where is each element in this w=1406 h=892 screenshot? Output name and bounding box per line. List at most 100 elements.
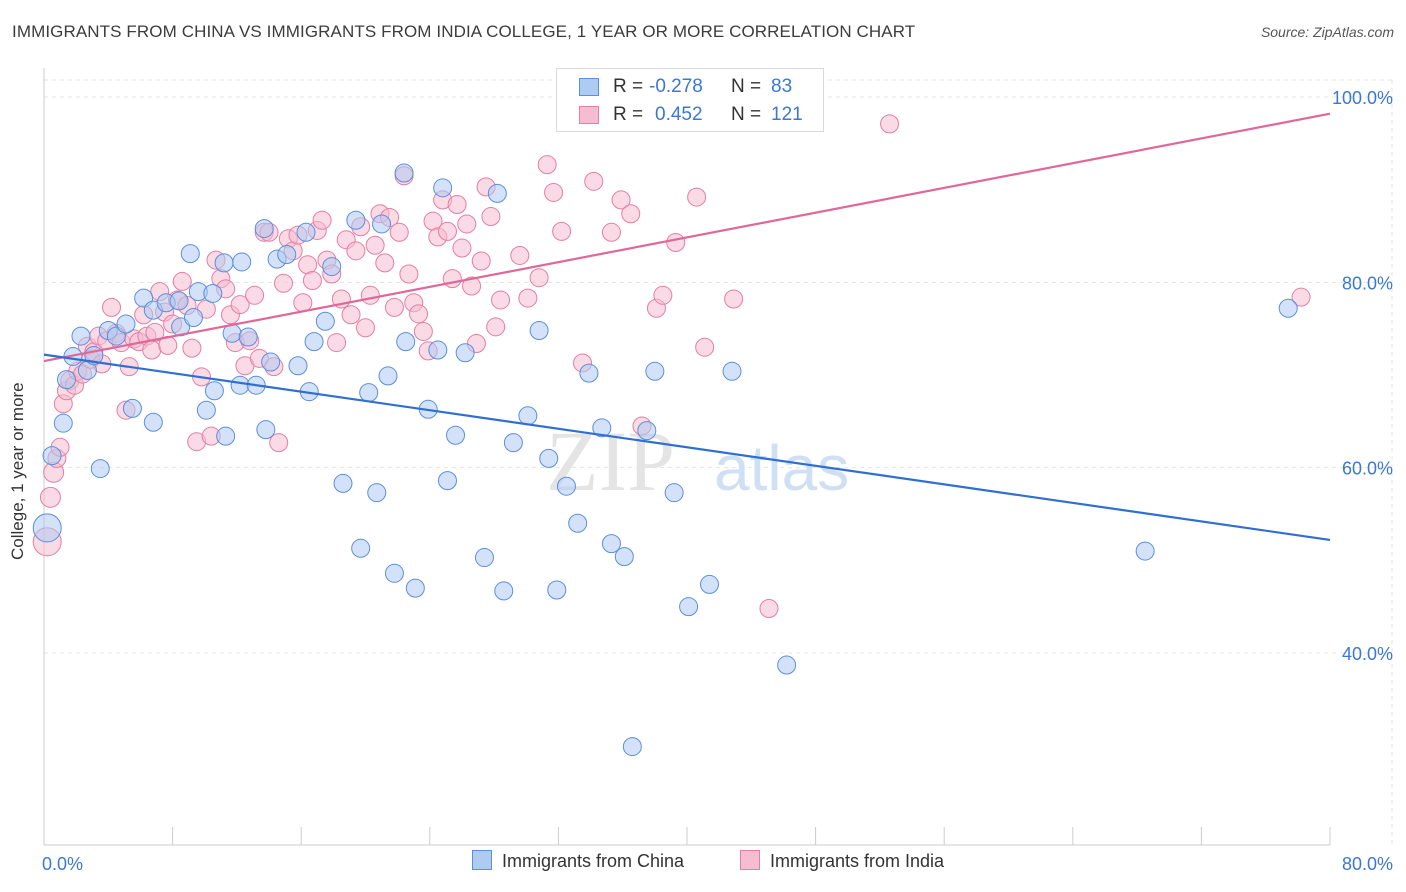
legend-item-china[interactable]: Immigrants from China [472,850,684,872]
china-point [71,326,91,346]
india-point [346,241,366,261]
n-label: N = [731,104,762,125]
india-point [518,288,538,308]
china-point [494,581,514,601]
china-point [180,244,200,264]
china-point [315,311,335,331]
india-point [611,190,631,210]
india-point [653,285,673,305]
india-point [360,285,380,305]
china-point [42,446,62,466]
india-point [695,337,715,357]
india-point [584,171,604,191]
india-point [298,255,318,275]
india-point [356,318,375,338]
india-point [529,268,549,288]
china-point [304,332,324,352]
china-point [679,597,699,617]
china-point [372,214,392,234]
china-point [592,418,612,438]
n-value: 83 [771,76,793,97]
china-point [296,222,316,242]
y-axis-label: College, 1 year or more [8,382,27,560]
china-point [446,425,466,445]
china-point [254,219,274,239]
india-trendline [43,112,1331,363]
india-point [457,214,477,234]
tick-labels: 40.0% 60.0% 80.0% 100.0% 0.0% 80.0% [42,88,1393,874]
india-point [365,235,385,255]
source-label: Source: ZipAtlas.com [1260,24,1394,40]
india-point [269,433,289,453]
india-point [172,271,192,291]
china-swatch [472,850,492,870]
india-point [759,599,779,619]
china-point [333,473,353,493]
china-point [664,483,684,503]
india-point [437,221,457,241]
china-point [518,406,538,426]
china-point [256,420,276,440]
india-point [724,289,744,309]
china-point [614,547,634,567]
china-point [277,245,297,265]
watermark: ZIP atlas [546,413,849,509]
india-series [32,114,1311,619]
axes [43,68,1331,846]
india-point [666,232,686,252]
china-point [1135,541,1155,561]
india-point [39,486,61,508]
india-point [486,317,506,337]
india-point [452,238,472,258]
china-point [57,370,77,390]
china-point [539,448,559,468]
india-point [312,210,332,230]
china-point [232,252,252,272]
india-point [102,297,122,317]
india-point [142,340,162,360]
china-point [359,383,379,403]
india-point [442,269,462,289]
r-value: 0.452 [655,104,703,125]
india-point [552,221,572,241]
india-point [621,204,641,224]
china-point [322,257,342,277]
legend-item-india[interactable]: Immigrants from India [740,850,944,872]
india-point [389,222,409,242]
china-point [351,538,371,558]
india-point [537,155,557,175]
china-point [645,361,665,381]
india-point [230,295,250,315]
india-point [302,270,322,290]
legend-stats: R = -0.278 N = 83 R = 0.452 N = 121 [556,68,824,132]
india-point [471,251,491,271]
india-point [145,322,165,342]
china-trendline [43,353,1331,542]
china-point [216,426,236,446]
india-point [384,297,404,317]
china-point [204,381,224,401]
china-series [32,163,1298,757]
india-point [481,207,501,227]
china-point [378,366,398,386]
china-swatch [579,78,599,96]
china-point [428,340,448,360]
china-point [700,574,720,594]
china-point [433,178,453,198]
x-tick-label-min: 0.0% [42,854,83,874]
india-point [510,245,530,265]
india-point [409,304,429,324]
india-point [491,290,511,310]
china-point [622,737,642,757]
legend-label-china: Immigrants from China [502,851,685,871]
india-point [274,273,294,293]
india-point [601,222,621,242]
y-tick-label: 100.0% [1332,88,1393,108]
india-point [245,285,265,305]
chart-title: IMMIGRANTS FROM CHINA VS IMMIGRANTS FROM… [12,22,916,41]
china-point [722,361,742,381]
china-point [547,580,567,600]
r-label: R = [613,104,644,125]
china-point [214,253,234,273]
